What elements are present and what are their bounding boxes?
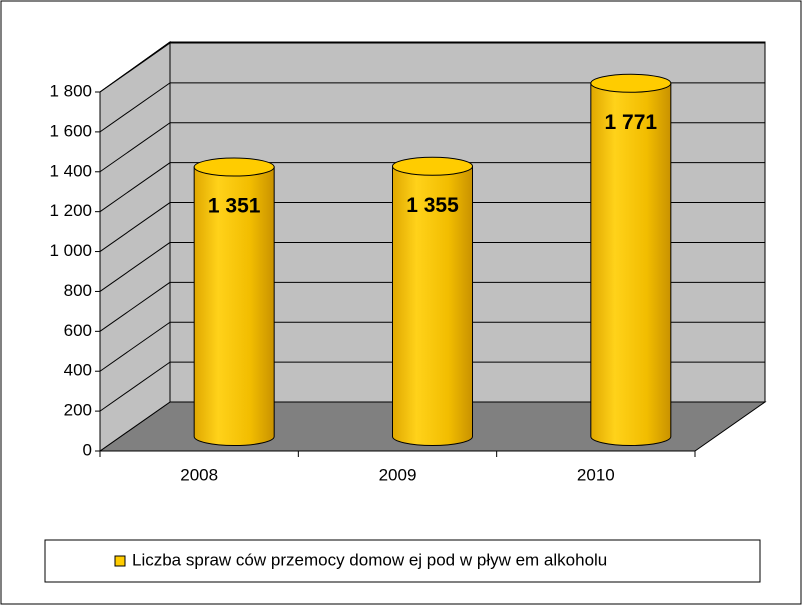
y-tick-label: 200 xyxy=(64,401,92,420)
legend-label: Liczba spraw ców przemocy domow ej pod w… xyxy=(132,550,607,569)
value-label: 1 351 xyxy=(208,195,261,218)
grid-line xyxy=(99,42,171,93)
grid-line xyxy=(99,202,171,252)
bar xyxy=(193,166,275,446)
y-tick-label: 400 xyxy=(64,361,92,380)
y-tick-label: 1 600 xyxy=(49,121,92,140)
grid-line xyxy=(99,82,171,133)
value-label: 1 355 xyxy=(406,194,459,217)
grid-line xyxy=(99,122,171,173)
legend-box xyxy=(44,539,761,583)
bar-top xyxy=(590,73,672,93)
legend-swatch xyxy=(114,555,126,567)
side-wall xyxy=(99,41,171,452)
grid-line xyxy=(99,361,171,412)
y-tick-label: 0 xyxy=(83,440,92,459)
y-tick-label: 1 400 xyxy=(49,161,92,180)
y-tick-label: 600 xyxy=(64,321,92,340)
grid-line xyxy=(99,281,171,332)
bar xyxy=(392,165,473,446)
x-tick-label: 2008 xyxy=(180,465,218,484)
bar-top xyxy=(392,156,473,176)
bar-top xyxy=(193,157,275,177)
y-tick-label: 1 000 xyxy=(49,241,92,260)
y-tick-label: 800 xyxy=(64,281,92,300)
grid-line xyxy=(99,162,171,213)
grid-line xyxy=(99,242,171,292)
value-label: 1 771 xyxy=(605,111,658,134)
bar xyxy=(590,82,672,446)
x-tick-label: 2010 xyxy=(577,465,615,484)
grid-line xyxy=(99,321,171,372)
y-tick-label: 1 200 xyxy=(49,201,92,220)
y-tick-label: 1 800 xyxy=(49,81,92,100)
x-tick-label: 2009 xyxy=(379,465,417,484)
